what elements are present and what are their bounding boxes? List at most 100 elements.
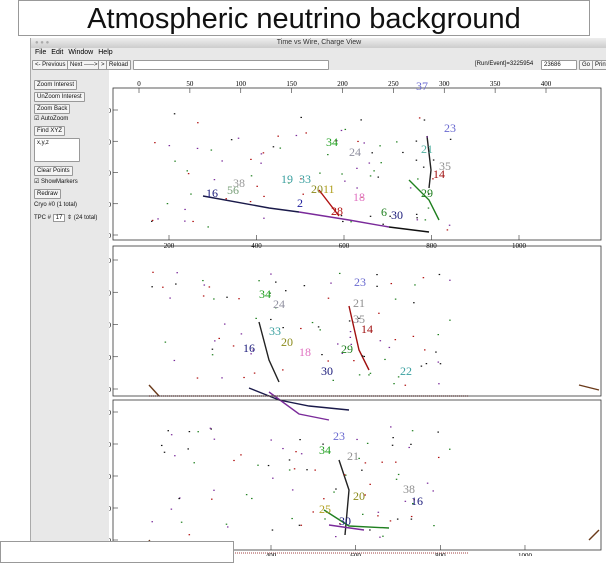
previous-button[interactable]: <- Previous <box>32 60 69 70</box>
xyz-field[interactable]: x,y,z <box>34 138 80 162</box>
hit <box>437 431 439 433</box>
hit <box>433 525 435 527</box>
menu-item[interactable]: Help <box>98 49 113 56</box>
bottom-tick-label: 800 <box>435 552 446 556</box>
hit <box>341 173 343 175</box>
cluster-marker: 21 <box>347 449 359 463</box>
hit <box>293 468 296 470</box>
hit <box>175 283 177 285</box>
hit <box>410 515 413 518</box>
top-tick-label: 350 <box>490 80 501 88</box>
hit <box>369 215 372 217</box>
menu-item[interactable]: Window <box>68 49 94 56</box>
hit <box>211 354 214 356</box>
hit <box>378 312 380 314</box>
hit <box>394 339 397 341</box>
hit <box>238 298 240 300</box>
hit <box>262 152 265 154</box>
hit <box>361 355 364 357</box>
hit <box>300 453 303 455</box>
hit <box>439 363 442 365</box>
redraw-button[interactable]: Redraw <box>34 189 61 199</box>
hit <box>151 521 153 523</box>
hit <box>173 359 176 362</box>
hit <box>427 193 430 195</box>
hit <box>437 456 440 459</box>
clear-points-button[interactable]: Clear Points <box>34 166 73 176</box>
hit <box>258 280 260 282</box>
print-button[interactable]: Print <box>592 60 606 70</box>
reload-button[interactable]: Reload <box>106 60 132 70</box>
hit <box>233 459 235 462</box>
tpc-field[interactable]: 17 <box>52 214 66 222</box>
hit <box>413 499 415 501</box>
cluster-marker: 30 <box>339 514 351 528</box>
cluster-marker: 30 <box>321 364 333 378</box>
hit <box>420 365 423 367</box>
hit <box>446 229 449 231</box>
hit <box>416 217 418 219</box>
hit <box>285 290 287 292</box>
hit <box>337 343 339 345</box>
menu-bar: File Edit Window Help <box>35 49 118 56</box>
next-button[interactable]: Next -----> <box>67 60 101 70</box>
cluster-marker: 14 <box>433 167 445 181</box>
hit <box>196 377 199 379</box>
zoom-back-button[interactable]: Zoom Back <box>34 104 71 114</box>
hit <box>319 329 321 331</box>
autozoom-checkbox[interactable]: ☑ AutoZoom <box>34 116 69 122</box>
hit <box>340 129 343 132</box>
hit <box>157 218 159 220</box>
hit <box>361 513 364 515</box>
event-field[interactable]: 23686 <box>541 60 577 70</box>
go-button[interactable]: Go <box>579 60 594 70</box>
hit <box>321 354 323 356</box>
hit <box>417 178 419 180</box>
window-controls[interactable]: ● ● ● <box>35 40 50 46</box>
hit <box>376 273 378 276</box>
hit <box>319 172 321 174</box>
hit <box>392 437 394 439</box>
showmarkers-checkbox[interactable]: ☑ ShowMarkers <box>34 179 78 185</box>
hit <box>377 511 380 513</box>
menu-item[interactable]: File <box>35 49 47 56</box>
hit <box>330 282 332 284</box>
hit <box>295 134 298 137</box>
panel-frame <box>112 399 602 551</box>
hit <box>381 461 383 463</box>
hit <box>414 284 416 286</box>
hit <box>193 462 195 464</box>
hit <box>371 152 373 154</box>
hit <box>369 529 371 531</box>
zoom-interest-button[interactable]: Zoom Interest <box>34 80 78 90</box>
hit <box>397 376 400 378</box>
cluster-marker: 25 <box>319 502 331 516</box>
hit <box>415 213 418 215</box>
cluster-marker: 16 <box>206 186 218 200</box>
hit <box>211 498 213 500</box>
cluster-marker: 18 <box>299 345 311 359</box>
hit <box>379 536 381 538</box>
hit <box>356 167 358 169</box>
hit <box>302 193 304 195</box>
file-selector[interactable] <box>133 60 329 70</box>
hit <box>317 326 320 328</box>
y-tick-label: 2500 <box>109 257 112 265</box>
cluster-marker: 33 <box>299 172 311 186</box>
hit <box>376 285 378 287</box>
hit <box>323 498 325 500</box>
hit <box>389 215 391 217</box>
hit <box>282 369 284 371</box>
top-tick-label: 300 <box>439 80 450 88</box>
cluster-marker: 34 <box>319 443 331 457</box>
unzoom-interest-button[interactable]: UnZoom Interest <box>34 92 85 102</box>
hit <box>154 142 156 144</box>
tpc-total: (24 total) <box>73 215 98 221</box>
hit <box>299 439 301 441</box>
find-xyz-button[interactable]: Find XYZ <box>34 126 66 136</box>
hit <box>218 337 220 340</box>
hit <box>168 144 171 147</box>
hit <box>373 170 375 172</box>
menu-item[interactable]: Edit <box>51 49 64 56</box>
